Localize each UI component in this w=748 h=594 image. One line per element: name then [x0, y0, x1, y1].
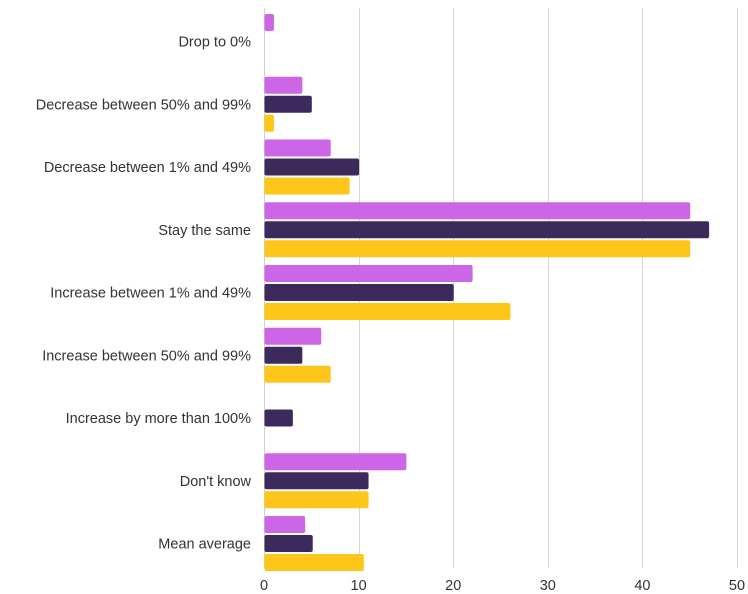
bar [264, 365, 331, 383]
x-tick-label: 30 [540, 578, 556, 594]
bar [264, 177, 350, 195]
bar [264, 409, 293, 427]
bars [264, 14, 710, 571]
bar [264, 221, 710, 239]
x-tick-label: 10 [351, 578, 367, 594]
x-tick-label: 50 [729, 578, 745, 594]
bar [264, 346, 303, 364]
bar [264, 535, 313, 552]
category-label: Don't know [180, 474, 252, 490]
x-tick-label: 0 [260, 578, 268, 594]
bar [264, 491, 369, 509]
x-tick-label: 40 [634, 578, 650, 594]
category-label: Decrease between 1% and 49% [44, 160, 251, 176]
bar [264, 240, 691, 258]
category-label: Mean average [158, 537, 251, 553]
bar [264, 453, 407, 471]
category-label: Drop to 0% [178, 35, 251, 51]
bar [264, 158, 360, 176]
bar [264, 95, 312, 113]
category-label: Increase between 50% and 99% [42, 348, 251, 364]
category-label: Increase between 1% and 49% [50, 286, 251, 302]
bar [264, 327, 322, 345]
bar [264, 516, 306, 533]
bar [264, 554, 364, 571]
bar [264, 139, 331, 157]
category-labels: Drop to 0% Decrease between 50% and 99% De… [36, 35, 252, 553]
x-axis-tick-labels: 0 10 20 30 40 50 [260, 578, 745, 594]
bar [264, 284, 454, 301]
x-tick-label: 20 [445, 578, 461, 594]
category-label: Increase by more than 100% [66, 411, 251, 427]
category-label: Decrease between 50% and 99% [36, 97, 251, 113]
bar [264, 265, 473, 282]
bar [264, 114, 274, 132]
bar [264, 76, 303, 94]
bar [264, 472, 369, 490]
category-label: Stay the same [158, 223, 251, 239]
bar [264, 202, 691, 220]
bar [264, 14, 274, 31]
bar [264, 303, 511, 320]
